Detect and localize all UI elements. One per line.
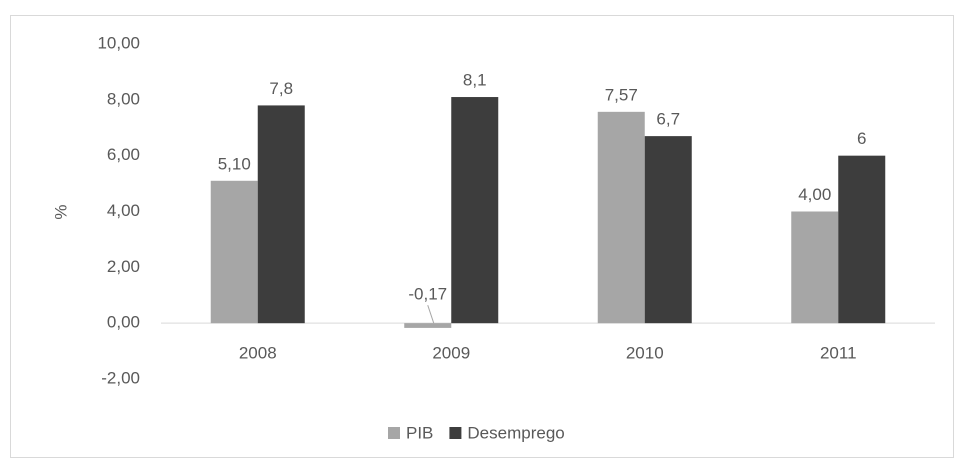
bar bbox=[791, 211, 839, 324]
legend-swatch bbox=[449, 427, 462, 439]
bar bbox=[451, 97, 499, 324]
bar bbox=[210, 180, 258, 324]
x-tick-label: 2011 bbox=[820, 344, 857, 363]
legend-label: PIB bbox=[406, 423, 433, 442]
y-tick-label: 2,00 bbox=[107, 257, 140, 276]
chart-frame bbox=[10, 15, 954, 458]
bar bbox=[257, 105, 305, 324]
y-tick-label: 8,00 bbox=[107, 89, 140, 108]
bar bbox=[838, 155, 886, 324]
data-label: 5,10 bbox=[218, 154, 251, 173]
bar bbox=[597, 111, 645, 324]
data-label: 6,7 bbox=[656, 110, 680, 129]
y-tick-label: 10,00 bbox=[97, 33, 140, 52]
y-tick-label: 6,00 bbox=[107, 145, 140, 164]
label-leader bbox=[427, 305, 435, 324]
x-tick-label: 2009 bbox=[432, 344, 470, 363]
y-tick-label: 0,00 bbox=[107, 313, 140, 332]
data-label: 7,57 bbox=[605, 85, 638, 104]
data-label: 4,00 bbox=[798, 185, 831, 204]
x-tick-label: 2008 bbox=[239, 344, 277, 363]
data-label: 6 bbox=[857, 129, 866, 148]
data-label: 7,8 bbox=[269, 79, 293, 98]
bar bbox=[644, 136, 692, 324]
y-axis-label: % bbox=[51, 204, 70, 219]
x-tick-label: 2010 bbox=[626, 344, 664, 363]
legend-label: Desemprego bbox=[467, 423, 564, 442]
y-tick-label: -2,00 bbox=[101, 368, 140, 387]
legend-swatch bbox=[388, 427, 400, 439]
data-label: 8,1 bbox=[463, 71, 487, 90]
data-label: -0,17 bbox=[408, 285, 447, 304]
y-tick-label: 4,00 bbox=[107, 201, 140, 220]
bar bbox=[404, 323, 452, 328]
